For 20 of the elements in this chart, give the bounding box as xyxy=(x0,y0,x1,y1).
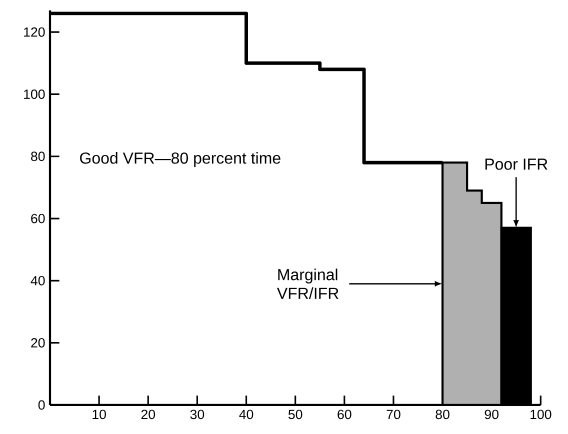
y-tick-label: 40 xyxy=(30,276,45,286)
x-tick-label: 10 xyxy=(92,410,106,420)
y-tick-label: 60 xyxy=(31,214,45,224)
annotation: Poor IFR xyxy=(485,158,548,170)
x-tick-label: 80 xyxy=(436,410,450,420)
annotation: Good VFR—80 percent time xyxy=(80,152,280,167)
x-tick-label: 40 xyxy=(239,410,254,420)
x-tick-label: 100 xyxy=(530,410,552,420)
annotation: Marginal VFR/IFR xyxy=(277,268,338,299)
y-tick-label: 100 xyxy=(24,90,45,99)
x-tick-label: 50 xyxy=(288,410,302,420)
x-tick-label: 20 xyxy=(141,410,156,420)
x-tick-label: 30 xyxy=(190,410,204,420)
y-tick-label: 20 xyxy=(31,338,45,348)
y-tick-label: 0 xyxy=(38,400,45,410)
y-tick-label: 80 xyxy=(31,152,45,162)
x-tick-label: 90 xyxy=(484,410,498,420)
x-tick-label: 70 xyxy=(386,410,400,420)
x-tick-label: 60 xyxy=(338,410,352,420)
y-tick-label: 120 xyxy=(24,27,45,37)
